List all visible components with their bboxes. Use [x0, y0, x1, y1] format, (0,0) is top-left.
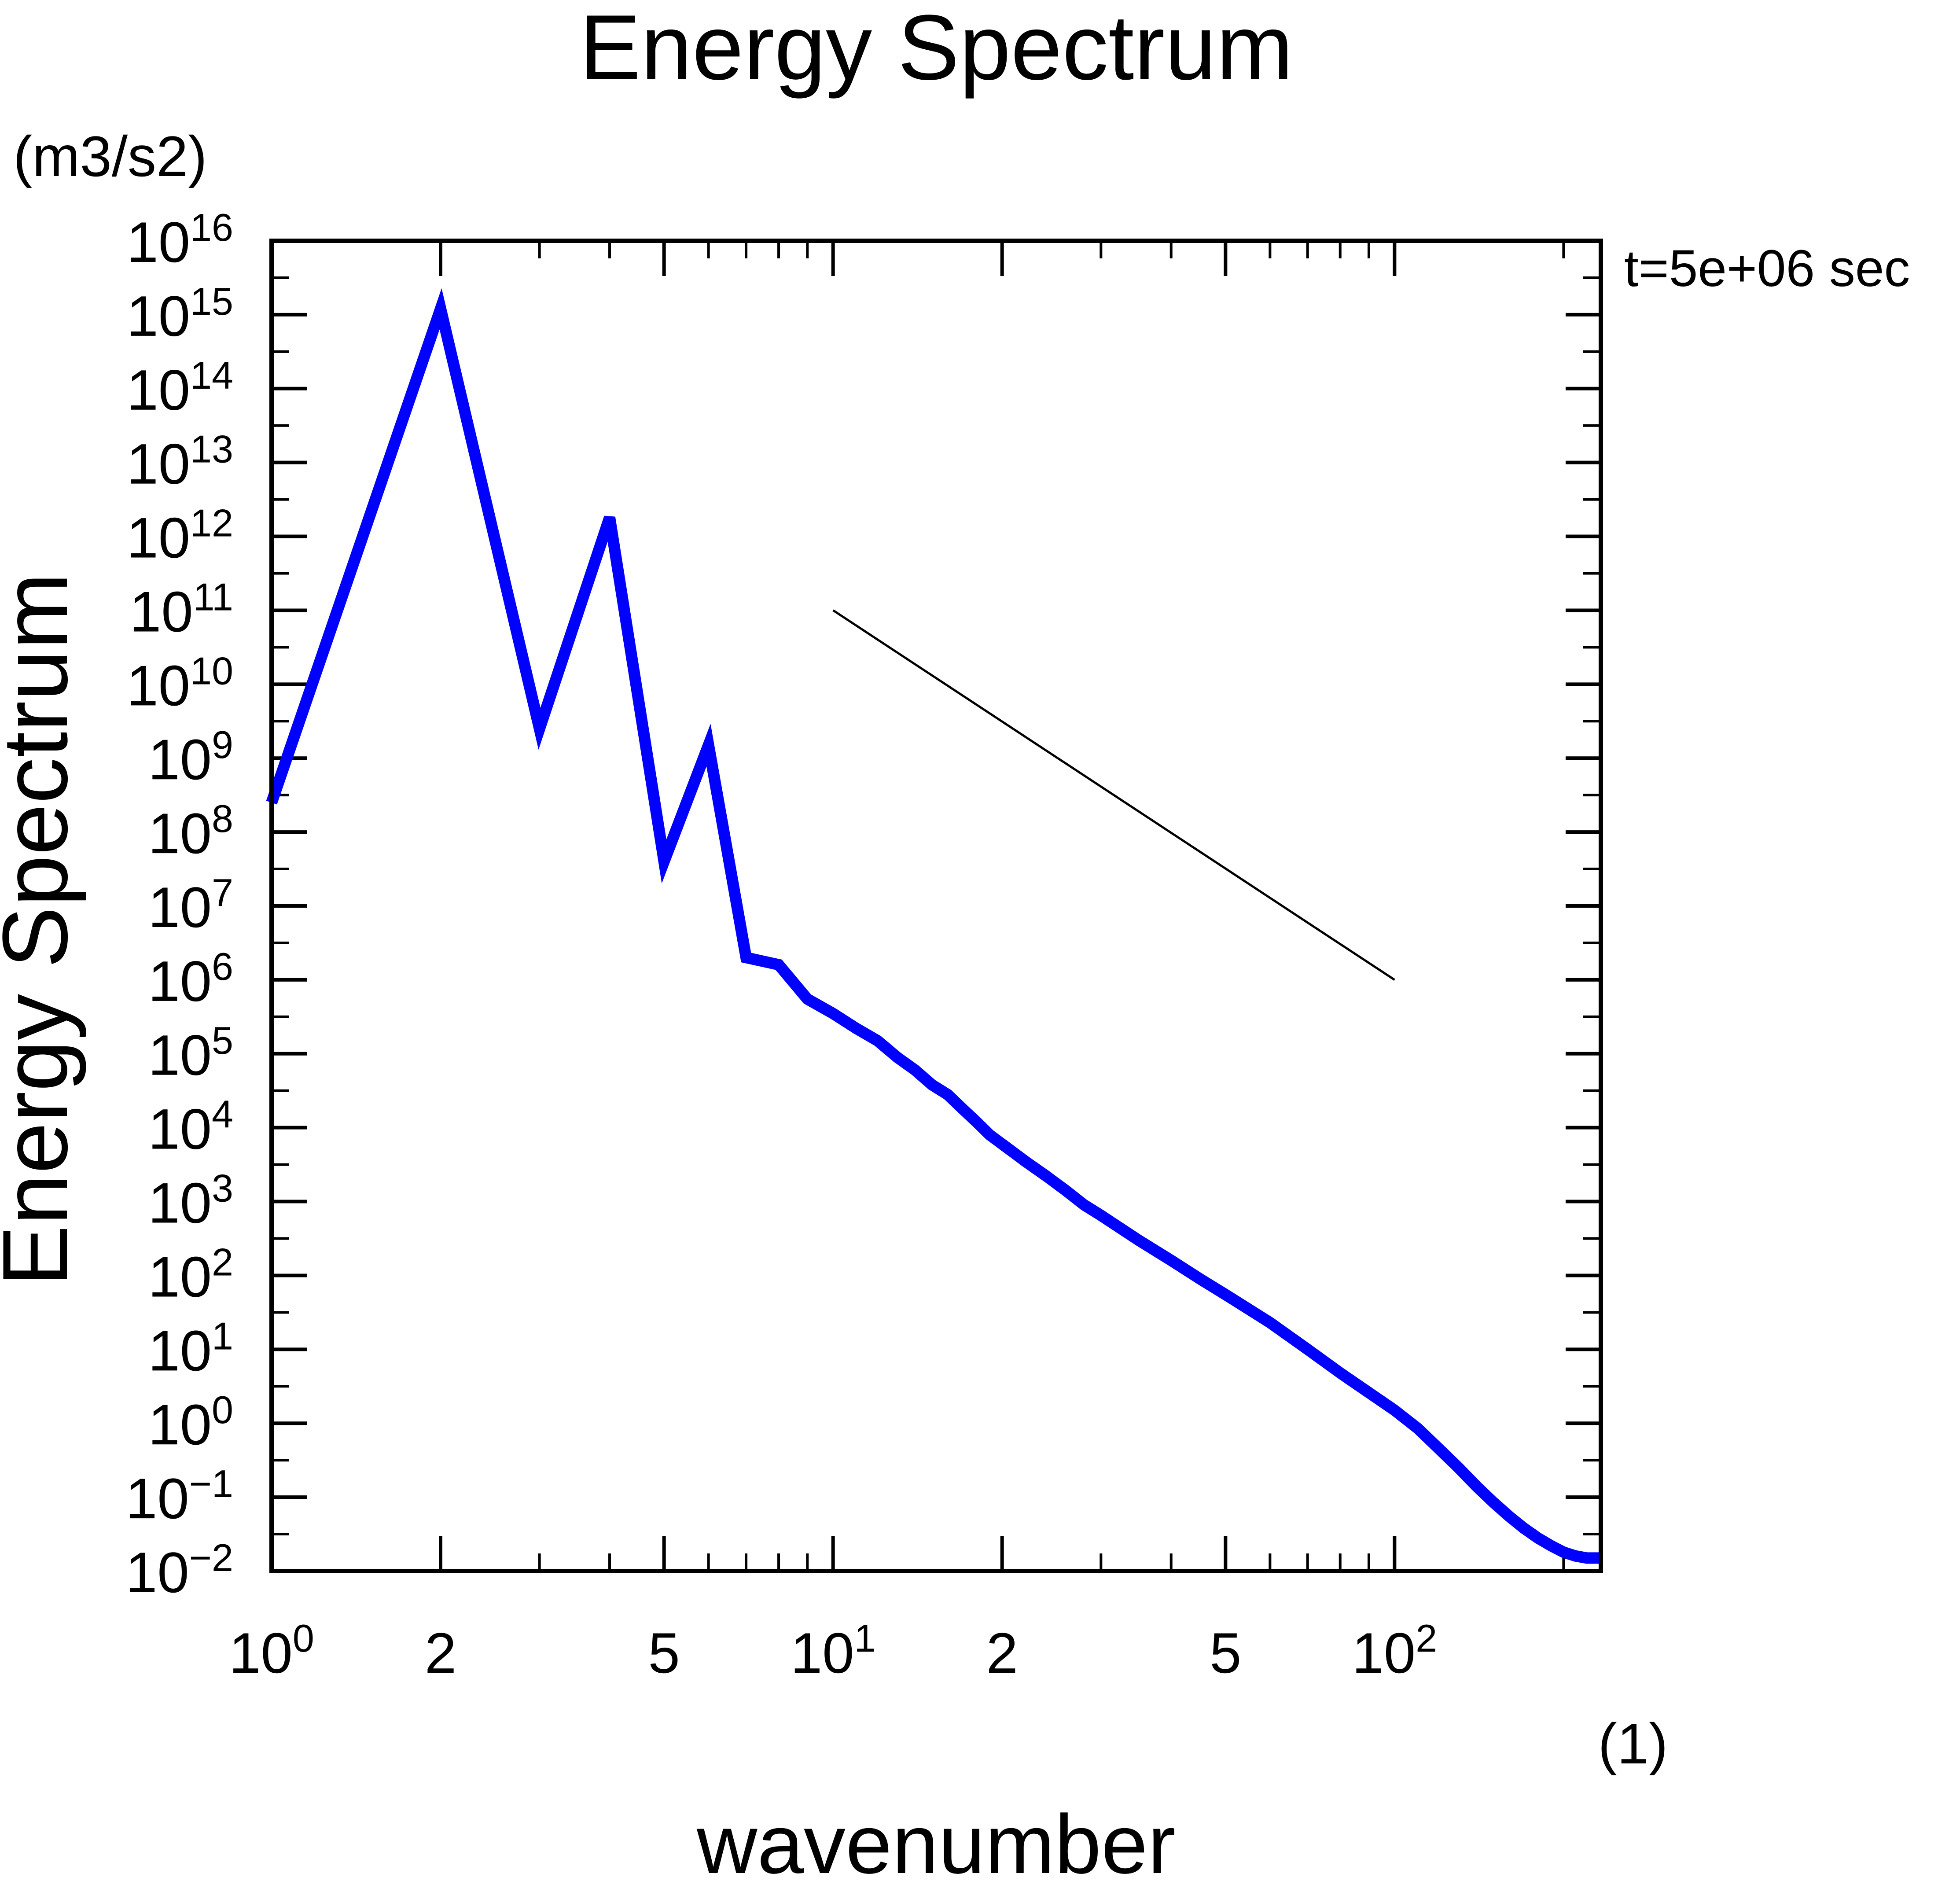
y-tick-label: 100 [148, 1388, 233, 1457]
x-tick-label: 5 [1210, 1621, 1241, 1685]
y-tick-label: 107 [148, 871, 233, 939]
series-layer [266, 288, 1601, 1564]
x-tick-label: 2 [986, 1621, 1018, 1685]
y-tick-label: 109 [148, 723, 233, 791]
reference-slope-line [832, 609, 1395, 981]
y-tick-label: 1010 [127, 649, 234, 718]
x-axis-units: (1) [1598, 1711, 1668, 1776]
x-tick-label: 101 [791, 1616, 876, 1685]
y-tick-labels: 1016101510141013101210111010109108107106… [125, 206, 233, 1605]
x-axis-label: wavenumber [696, 1798, 1176, 1888]
y-tick-label: 1016 [127, 206, 234, 274]
y-tick-label: 1015 [127, 280, 234, 348]
y-tick-label: 10−2 [125, 1536, 233, 1605]
y-tick-label: 108 [148, 797, 233, 865]
x-tick-label: 5 [648, 1621, 680, 1685]
x-tick-label: 102 [1352, 1616, 1438, 1685]
y-axis-units: (m3/s2) [13, 124, 207, 188]
x-tick-labels: 100 2 5 101 2 5 102 [229, 1616, 1437, 1685]
y-tick-label: 1012 [127, 501, 234, 570]
y-tick-label: 103 [148, 1167, 233, 1235]
y-tick-label: 1014 [127, 353, 234, 422]
y-tick-label: 1013 [127, 427, 234, 496]
y-tick-label: 101 [148, 1314, 233, 1383]
x-tick-label: 100 [229, 1616, 314, 1685]
annotation-time: t=5e+06 sec [1624, 239, 1910, 298]
y-tick-label: 106 [148, 945, 233, 1013]
x-tick-label: 2 [425, 1621, 456, 1685]
plot-frame [269, 239, 1603, 1573]
y-axis-label: Energy Spectrum [0, 573, 87, 1287]
y-tick-label: 102 [148, 1240, 233, 1309]
spectrum-line [266, 288, 1601, 1564]
chart-title: Energy Spectrum [579, 0, 1293, 99]
y-tick-label: 104 [148, 1093, 233, 1161]
y-tick-label: 10−1 [125, 1462, 233, 1531]
y-tick-label: 1011 [129, 575, 233, 644]
y-tick-label: 105 [148, 1019, 233, 1087]
